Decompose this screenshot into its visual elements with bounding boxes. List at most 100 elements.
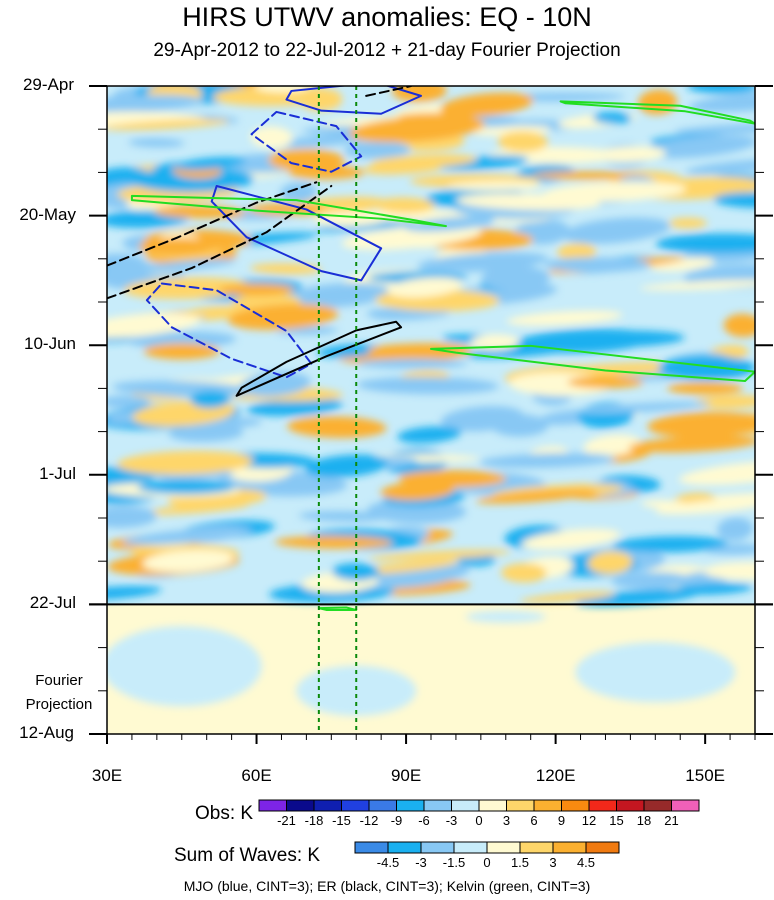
anomaly-patch	[332, 563, 380, 581]
anomaly-patch	[592, 111, 633, 124]
obs-colorbar-tick-label: 6	[530, 813, 538, 828]
projection-patch	[465, 610, 546, 623]
obs-colorbar-swatch	[286, 799, 315, 812]
anomaly-patch	[357, 376, 499, 395]
anomaly-patch	[142, 549, 234, 573]
anomaly-patch	[717, 517, 754, 541]
anomaly-patch	[476, 489, 598, 504]
anomaly-patch	[190, 390, 231, 409]
anomaly-patch	[639, 279, 755, 291]
x-tick-label: 120E	[535, 766, 576, 785]
waves-colorbar-swatch	[585, 841, 620, 854]
waves-colorbar-swatch	[420, 841, 455, 854]
anomaly-hotspot	[248, 203, 325, 216]
anomaly-patch	[371, 154, 478, 168]
anomaly-patch	[287, 416, 387, 438]
anomaly-hotspot	[667, 382, 744, 395]
waves-colorbar-tick-label: 0	[483, 855, 491, 870]
anomaly-patch	[561, 217, 671, 244]
obs-colorbar-tick-label: -6	[418, 813, 430, 828]
projection-patch	[296, 665, 417, 716]
anomaly-patch	[439, 92, 534, 117]
anomaly-patch	[174, 156, 247, 171]
anomaly-patch	[552, 330, 685, 348]
obs-colorbar-tick-label: -3	[445, 813, 458, 828]
anomaly-patch	[655, 497, 755, 515]
anomaly-patch	[501, 563, 547, 583]
er-contour	[107, 181, 318, 267]
anomaly-patch	[713, 192, 755, 208]
anomaly-hotspot	[288, 165, 365, 180]
anomaly-patch	[678, 460, 755, 486]
anomaly-patch	[440, 405, 524, 432]
anomaly-patch	[284, 282, 393, 308]
anomaly-patch	[703, 561, 755, 581]
er-contour	[365, 86, 413, 97]
anomaly-patch	[107, 94, 204, 114]
projection-patch	[107, 626, 262, 707]
anomaly-patch	[117, 450, 254, 475]
anomaly-patch	[212, 86, 341, 107]
mjo-contour	[250, 110, 363, 173]
legend-footer: MJO (blue, CINT=3); ER (black, CINT=3); …	[183, 878, 591, 894]
obs-colorbar-tick-label: -18	[304, 813, 324, 828]
anomaly-patch	[506, 310, 623, 326]
mjo-contour	[285, 86, 423, 115]
waves-colorbar-tick-label: 4.5	[576, 855, 596, 870]
anomaly-hotspot	[567, 376, 644, 389]
obs-colorbar-swatch	[671, 799, 700, 812]
x-tick-label: 150E	[685, 766, 725, 785]
waves-colorbar-swatch	[552, 841, 587, 854]
anomaly-patch	[693, 394, 755, 409]
anomaly-patch	[368, 549, 511, 561]
anomaly-patch	[128, 138, 185, 148]
obs-colorbar-swatch	[341, 799, 370, 812]
anomaly-patch	[274, 535, 393, 549]
anomaly-patch	[357, 358, 468, 369]
anomaly-patch	[392, 86, 447, 103]
anomaly-patch	[138, 503, 249, 516]
anomaly-patch	[557, 243, 597, 261]
anomaly-patch	[314, 220, 416, 232]
anomaly-patch	[497, 131, 549, 152]
projection-patch	[575, 642, 736, 703]
anomaly-hotspot	[397, 112, 474, 121]
waves-colorbar-tick-label: 3	[549, 855, 557, 870]
x-tick-label: 90E	[390, 766, 422, 785]
anomaly-patch	[673, 123, 755, 135]
obs-colorbar-swatch	[561, 799, 590, 812]
obs-colorbar-swatch	[368, 799, 397, 812]
obs-colorbar-swatch	[643, 799, 672, 812]
anomaly-patch	[373, 197, 435, 214]
obs-colorbar-tick-label: -12	[359, 813, 379, 828]
chart-title: HIRS UTWV anomalies: EQ - 10N	[182, 2, 592, 32]
anomaly-patch	[349, 115, 486, 143]
anomaly-patch	[107, 119, 230, 131]
anomaly-patch	[380, 481, 455, 501]
kelvin-contour	[430, 344, 755, 382]
waves-colorbar-swatch	[486, 841, 521, 854]
anomaly-patch	[558, 362, 692, 376]
obs-colorbar-tick-label: 0	[475, 813, 483, 828]
projection-label-line2: Projection	[25, 696, 93, 713]
obs-colorbar-tick-label: 15	[609, 813, 624, 828]
anomaly-patch	[543, 257, 650, 273]
obs-colorbar-swatch	[313, 799, 342, 812]
anomaly-patch	[250, 263, 322, 275]
y-tick-label: 20-May	[19, 204, 76, 224]
kelvin-contour	[559, 100, 755, 125]
anomaly-patch	[481, 265, 550, 291]
er-contour	[235, 320, 403, 397]
anomaly-patch	[688, 91, 755, 113]
x-tick-label: 30E	[91, 766, 123, 785]
anomaly-patch	[107, 395, 151, 409]
obs-colorbar-swatch	[423, 799, 452, 812]
y-tick-label: 10-Jun	[24, 334, 76, 354]
obs-colorbar-tick-label: 12	[581, 813, 597, 828]
anomaly-patch	[479, 453, 616, 468]
anomaly-patch	[123, 277, 251, 300]
anomaly-patch	[168, 424, 244, 442]
anomaly-patch	[612, 536, 728, 553]
projection-field	[107, 610, 736, 716]
